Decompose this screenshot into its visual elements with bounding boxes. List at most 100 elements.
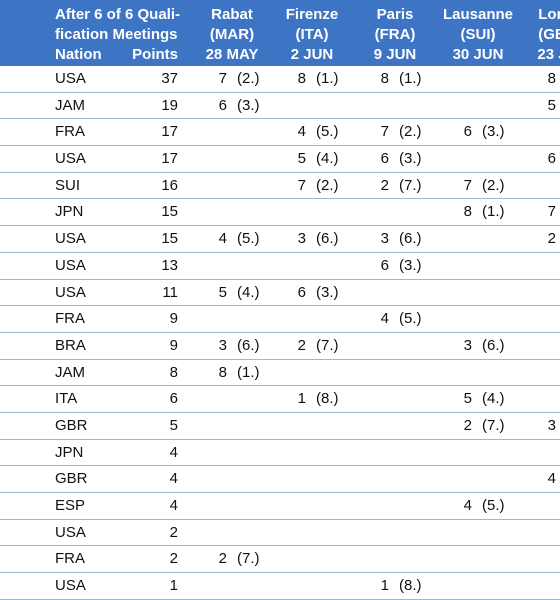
points-cell: 4 bbox=[169, 443, 178, 461]
table-row: GBR 5 2 (7.) 3 bbox=[0, 413, 560, 440]
meeting-points-cell: 7 bbox=[547, 203, 556, 221]
table-row: ITA 6 1 (8.) 5 (4.) bbox=[0, 386, 560, 413]
table-row: GBR 4 4 bbox=[0, 466, 560, 493]
meeting-date-2: 9 JUN bbox=[373, 46, 417, 63]
table-row: SUI 16 7 (2.) 2 (7.) 7 (2.) bbox=[0, 173, 560, 200]
meeting-country-1: (ITA) bbox=[295, 26, 329, 43]
table-row: USA 11 5 (4.) 6 (3.) bbox=[0, 280, 560, 307]
table-row: JPN 15 8 (1.) 7 bbox=[0, 199, 560, 227]
table-header: After 6 of 6 Quali-fication Meetings Nati… bbox=[0, 0, 560, 66]
nation-cell: JPN bbox=[55, 443, 84, 461]
meeting-city-1: Firenze bbox=[285, 6, 339, 23]
points-cell: 17 bbox=[161, 150, 178, 168]
meeting-points-cell: 2 bbox=[297, 336, 306, 354]
meeting-points-cell: 3 bbox=[380, 230, 389, 248]
table-row: USA 15 4 (5.) 3 (6.) 3 (6.) 2 bbox=[0, 226, 560, 253]
points-cell: 9 bbox=[169, 336, 178, 354]
meeting-place-cell: (7.) bbox=[399, 176, 422, 194]
meeting-city-3: Lausanne bbox=[442, 6, 514, 23]
table-row: USA 13 6 (3.) bbox=[0, 253, 560, 280]
meeting-place-cell: (4.) bbox=[316, 150, 339, 168]
meeting-points-cell: 2 bbox=[218, 550, 227, 568]
meeting-place-cell: (6.) bbox=[316, 230, 339, 248]
meeting-points-cell: 7 bbox=[297, 176, 306, 194]
meeting-place-cell: (3.) bbox=[399, 256, 422, 274]
points-cell: 19 bbox=[161, 96, 178, 114]
nation-cell: FRA bbox=[55, 310, 85, 328]
meeting-points-cell: 7 bbox=[218, 70, 227, 87]
table-row: JAM 8 8 (1.) bbox=[0, 360, 560, 387]
nation-cell: JPN bbox=[55, 203, 84, 221]
meeting-points-cell: 6 bbox=[547, 150, 556, 168]
meeting-points-cell: 8 bbox=[547, 70, 556, 87]
meeting-points-cell: 4 bbox=[297, 123, 306, 141]
meeting-country-0: (MAR) bbox=[209, 26, 255, 43]
meeting-place-cell: (3.) bbox=[482, 123, 505, 141]
meeting-place-cell: (2.) bbox=[399, 123, 422, 141]
nation-cell: USA bbox=[55, 150, 86, 168]
meeting-points-cell: 2 bbox=[463, 416, 472, 434]
meeting-place-cell: (8.) bbox=[399, 577, 422, 595]
meeting-place-cell: (5.) bbox=[316, 123, 339, 141]
table-row: USA 37 7 (2.) 8 (1.) 8 (1.) 8 bbox=[0, 66, 560, 93]
nation-cell: JAM bbox=[55, 96, 85, 114]
meeting-points-cell: 6 bbox=[218, 96, 227, 114]
meeting-place-cell: (1.) bbox=[237, 363, 260, 381]
meeting-place-cell: (3.) bbox=[237, 96, 260, 114]
points-cell: 16 bbox=[161, 176, 178, 194]
header-nation: Nation bbox=[55, 46, 102, 63]
nation-cell: USA bbox=[55, 230, 86, 248]
table-row: FRA 17 4 (5.) 7 (2.) 6 (3.) bbox=[0, 119, 560, 147]
nation-cell: USA bbox=[55, 283, 86, 301]
table-row: USA 17 5 (4.) 6 (3.) 6 bbox=[0, 146, 560, 173]
nation-cell: ITA bbox=[55, 390, 78, 408]
meeting-place-cell: (2.) bbox=[482, 176, 505, 194]
points-cell: 6 bbox=[169, 390, 178, 408]
points-cell: 1 bbox=[169, 577, 178, 595]
points-cell: 5 bbox=[169, 416, 178, 434]
nation-cell: JAM bbox=[55, 363, 85, 381]
nation-cell: FRA bbox=[55, 550, 85, 568]
meeting-date-1: 2 JUN bbox=[290, 46, 334, 63]
meeting-place-cell: (4.) bbox=[237, 283, 260, 301]
meeting-points-cell: 7 bbox=[380, 123, 389, 141]
meeting-place-cell: (4.) bbox=[482, 390, 505, 408]
header-title-line1: After 6 of 6 Quali- bbox=[55, 6, 181, 23]
meeting-place-cell: (5.) bbox=[399, 310, 422, 328]
meeting-city-0: Rabat bbox=[211, 6, 253, 23]
table-row: ESP 4 4 (5.) bbox=[0, 493, 560, 520]
table-row: JAM 19 6 (3.) 5 bbox=[0, 93, 560, 120]
table-body: USA 37 7 (2.) 8 (1.) 8 (1.) 8 JAM 19 6 (3.) 5 FRA 17 4 (5… bbox=[0, 66, 560, 600]
meeting-points-cell: 5 bbox=[547, 96, 556, 114]
meeting-place-cell: (1.) bbox=[316, 70, 339, 87]
meeting-points-cell: 8 bbox=[463, 203, 472, 221]
meeting-place-cell: (8.) bbox=[316, 390, 339, 408]
nation-cell: FRA bbox=[55, 123, 85, 141]
meeting-points-cell: 1 bbox=[297, 390, 306, 408]
meeting-points-cell: 6 bbox=[380, 256, 389, 274]
points-cell: 15 bbox=[161, 230, 178, 248]
points-cell: 11 bbox=[162, 283, 178, 301]
points-cell: 2 bbox=[169, 550, 178, 568]
meeting-city-2: Paris bbox=[376, 6, 414, 23]
meeting-date-0: 28 MAY bbox=[205, 46, 259, 63]
points-cell: 8 bbox=[169, 363, 178, 381]
meeting-points-cell: 6 bbox=[463, 123, 472, 141]
nation-cell: USA bbox=[55, 256, 86, 274]
points-cell: 4 bbox=[169, 497, 178, 514]
meeting-points-cell: 5 bbox=[463, 390, 472, 408]
meeting-points-cell: 4 bbox=[547, 470, 556, 488]
nation-cell: BRA bbox=[55, 336, 86, 354]
meeting-place-cell: (7.) bbox=[237, 550, 260, 568]
meeting-points-cell: 8 bbox=[380, 70, 389, 87]
meeting-points-cell: 6 bbox=[297, 283, 306, 301]
nation-cell: GBR bbox=[55, 470, 88, 488]
meeting-place-cell: (2.) bbox=[316, 176, 339, 194]
meeting-place-cell: (3.) bbox=[316, 283, 339, 301]
nation-cell: USA bbox=[55, 577, 86, 595]
meeting-place-cell: (7.) bbox=[482, 416, 505, 434]
nation-cell: SUI bbox=[55, 176, 81, 194]
meeting-points-cell: 3 bbox=[297, 230, 306, 248]
meeting-place-cell: (1.) bbox=[399, 70, 422, 87]
meeting-country-4: (GB bbox=[538, 26, 560, 43]
